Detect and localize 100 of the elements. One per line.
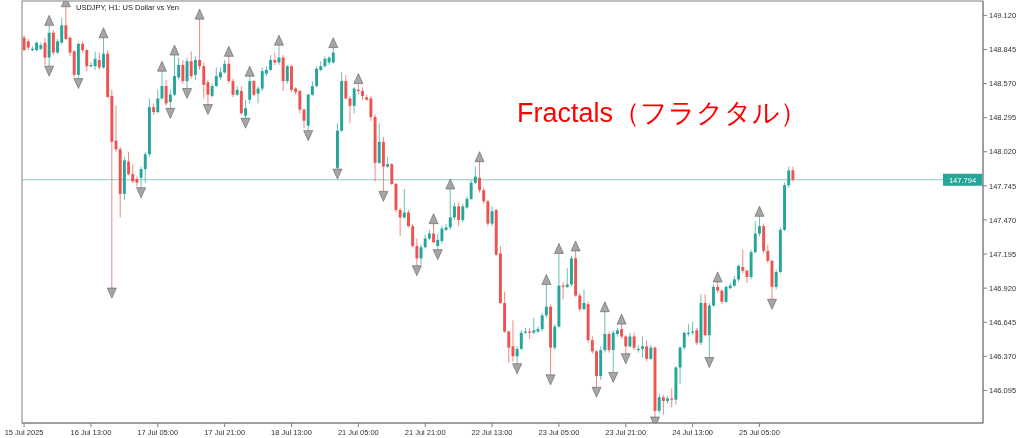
candlestick (753, 220, 757, 254)
point (554, 243, 564, 254)
candlestick (189, 50, 193, 80)
point (704, 357, 715, 368)
candlestick (139, 166, 143, 189)
point (712, 271, 723, 283)
point (474, 151, 485, 163)
candlestick (611, 329, 615, 373)
candlestick (490, 205, 494, 227)
candlestick (444, 223, 448, 232)
candlestick (85, 48, 89, 72)
candlestick (202, 61, 206, 99)
point (240, 117, 251, 129)
candlestick (741, 249, 745, 274)
point (169, 44, 180, 56)
candlestick (369, 95, 373, 122)
point (182, 88, 192, 99)
point (353, 73, 364, 84)
point (244, 65, 255, 77)
point (545, 374, 556, 386)
candlestick (227, 55, 231, 85)
candlestick (193, 55, 197, 81)
point (44, 15, 54, 26)
candlestick (461, 203, 465, 223)
point (754, 205, 765, 217)
candlestick (248, 75, 252, 104)
candlestick (185, 57, 189, 90)
candlestick (260, 66, 264, 92)
candlestick (298, 89, 302, 114)
point (620, 353, 631, 365)
point (570, 240, 581, 252)
candlestick (402, 188, 406, 220)
candlestick (607, 331, 611, 354)
point (378, 191, 389, 202)
candlestick (565, 267, 569, 289)
point (412, 265, 422, 277)
point (445, 178, 456, 190)
candlestick (657, 392, 661, 414)
candlestick (603, 311, 607, 354)
point (332, 168, 343, 180)
point (541, 274, 552, 285)
point (512, 363, 522, 374)
candlestick (377, 122, 381, 165)
candlestick (168, 89, 172, 109)
candlestick (670, 388, 674, 408)
candlestick (156, 89, 160, 114)
point (274, 34, 284, 46)
candlestick (143, 151, 147, 184)
candlestick (645, 339, 649, 362)
candlestick (448, 188, 452, 231)
point (608, 372, 619, 383)
candlestick (787, 166, 791, 189)
point (428, 213, 439, 224)
candlestick (507, 329, 511, 363)
candlestick (93, 50, 97, 71)
candlestick (214, 66, 218, 88)
point (157, 60, 167, 72)
candlestick (173, 54, 176, 97)
candlestick (678, 345, 682, 385)
candlestick (64, 6, 68, 41)
point (432, 249, 443, 260)
point (136, 187, 146, 198)
candlestick (745, 269, 749, 284)
candlestick (411, 223, 415, 248)
point (73, 78, 84, 89)
candlestick (127, 151, 131, 176)
candlestick (519, 329, 523, 351)
point (224, 46, 234, 57)
point (616, 313, 627, 325)
candlestick (51, 29, 55, 56)
candlestick (553, 323, 557, 351)
candlestick (766, 244, 770, 264)
candlestick (641, 335, 644, 359)
point (194, 8, 205, 20)
candlestick (415, 238, 419, 267)
point (591, 386, 602, 398)
candlestick (712, 283, 715, 308)
point (600, 301, 610, 313)
candlestick (181, 59, 185, 85)
candlestick (352, 86, 356, 114)
candlestick (515, 345, 519, 365)
candlestick (344, 74, 348, 101)
candlestick (290, 64, 293, 93)
candlestick (198, 18, 202, 71)
candlestick (661, 394, 665, 416)
candlestick (682, 331, 686, 351)
candlestick (102, 37, 105, 70)
candlestick (398, 207, 402, 237)
candlestick (285, 64, 289, 85)
point (98, 27, 109, 39)
candlestick (457, 202, 461, 227)
candlestick (511, 319, 515, 362)
candlestick (478, 161, 481, 194)
candlestick (131, 163, 135, 184)
candlestick (758, 215, 761, 237)
point (767, 298, 777, 310)
candlestick (774, 269, 778, 290)
annotation: Fractals（フラクタル） (516, 98, 808, 128)
point (44, 65, 54, 77)
point (107, 287, 117, 299)
